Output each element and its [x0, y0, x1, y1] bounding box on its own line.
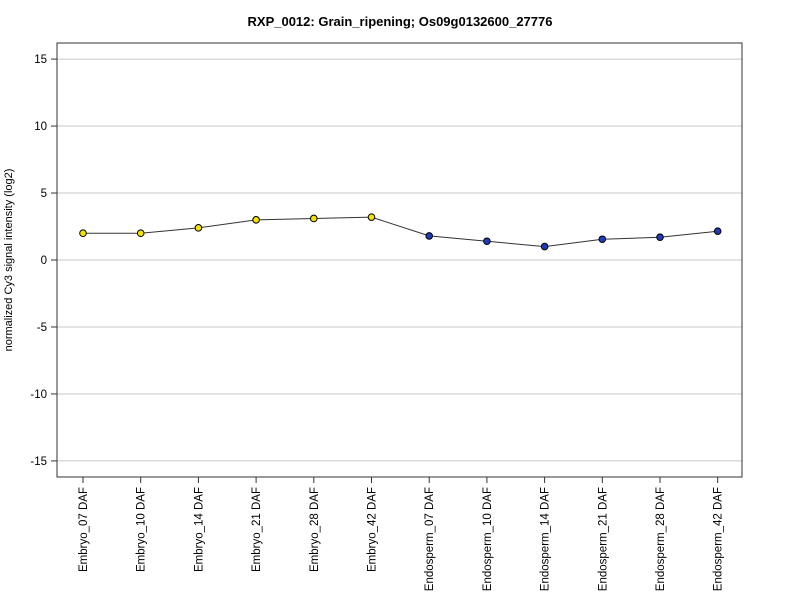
- y-axis-label: normalized Cy3 signal intensity (log2): [3, 169, 15, 352]
- x-tick-label: Endosperm_21 DAF: [597, 487, 609, 591]
- data-point: [310, 214, 318, 223]
- x-tick-label: Endosperm_42 DAF: [713, 487, 725, 591]
- data-point: [713, 227, 722, 236]
- data-point: [598, 235, 607, 244]
- x-tick-label: Endosperm_14 DAF: [540, 487, 552, 591]
- y-tick-label: -10: [30, 389, 47, 401]
- y-tick-label: -15: [30, 456, 47, 468]
- x-tick-label: Embryo_28 DAF: [309, 487, 321, 572]
- data-point: [367, 213, 376, 221]
- x-tick-label: Endosperm_28 DAF: [655, 487, 667, 591]
- data-point: [79, 229, 87, 238]
- data-point: [540, 242, 549, 251]
- data-series: [79, 213, 722, 251]
- data-point: [425, 232, 434, 240]
- x-tick-label: Endosperm_10 DAF: [482, 487, 494, 591]
- data-point: [483, 237, 491, 246]
- data-point: [194, 224, 203, 232]
- x-tick-label: Embryo_21 DAF: [251, 487, 263, 572]
- data-point: [252, 216, 260, 224]
- x-tick-label: Embryo_07 DAF: [78, 487, 90, 572]
- grid-lines: [57, 58, 742, 462]
- x-tick-label: Endosperm_07 DAF: [424, 487, 436, 591]
- x-tick-label: Embryo_42 DAF: [367, 487, 379, 572]
- y-axis: 15 10 5 0 -5 -10 -15: [30, 54, 57, 468]
- data-point: [136, 229, 145, 238]
- series-line: [83, 216, 718, 248]
- y-tick-label: -5: [37, 322, 47, 334]
- chart-title: RXP_0012: Grain_ripening; Os09g0132600_2…: [248, 14, 553, 29]
- x-axis: Embryo_07 DAF Embryo_10 DAF Embryo_14 DAF E…: [78, 477, 725, 591]
- data-point: [656, 233, 664, 242]
- y-tick-label: 0: [41, 255, 47, 267]
- x-tick-label: Embryo_10 DAF: [136, 487, 148, 572]
- x-tick-label: Embryo_14 DAF: [193, 487, 205, 572]
- y-tick-label: 15: [34, 54, 47, 66]
- y-tick-label: 10: [34, 121, 47, 133]
- y-tick-label: 5: [41, 188, 47, 200]
